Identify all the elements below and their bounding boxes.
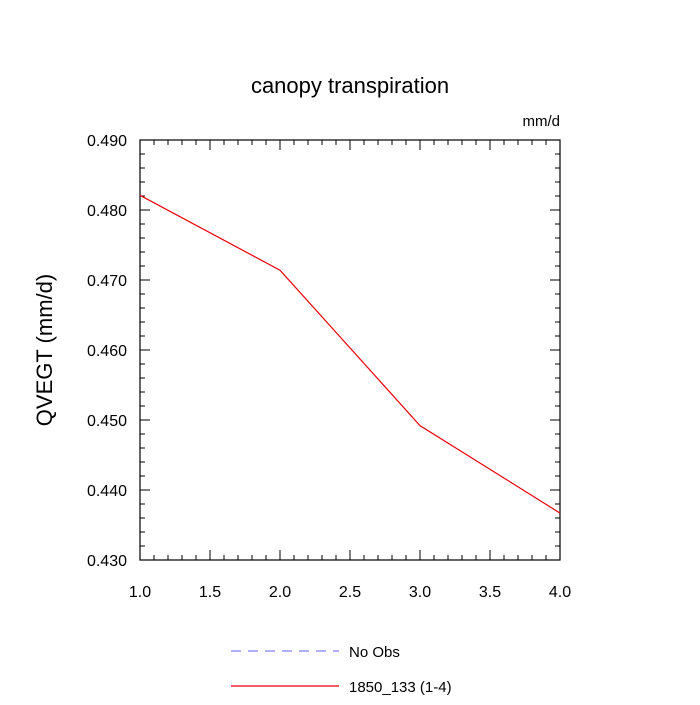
series-line-0 xyxy=(139,194,561,514)
legend-label: No Obs xyxy=(349,644,400,661)
series-layer xyxy=(139,194,561,514)
y-tick-label: 0.440 xyxy=(87,483,127,500)
axis-ticks: 1.0 1.5 2.0 2.5 3.0 3.5 4.0 0.430 0.440 0.450 0.46… xyxy=(87,133,571,601)
y-axis-label: QVEGT (mm/d) xyxy=(32,274,57,426)
x-tick-label: 3.0 xyxy=(409,584,431,601)
chart-title: canopy transpiration xyxy=(251,73,449,98)
x-tick-label: 1.0 xyxy=(129,584,151,601)
legend-label: 1850_133 (1-4) xyxy=(349,679,452,696)
plot-frame xyxy=(139,139,561,561)
legend: No Obs 1850_133 (1-4) xyxy=(231,644,452,696)
units-label: mm/d xyxy=(523,113,561,130)
y-tick-label: 0.460 xyxy=(87,343,127,360)
x-tick-label: 1.5 xyxy=(199,584,221,601)
x-tick-label: 4.0 xyxy=(549,584,571,601)
y-tick-label: 0.490 xyxy=(87,133,127,150)
y-tick-label: 0.450 xyxy=(87,413,127,430)
y-tick-label: 0.480 xyxy=(87,203,127,220)
x-tick-label: 2.5 xyxy=(339,584,361,601)
y-tick-label: 0.430 xyxy=(87,553,127,570)
y-tick-label: 0.470 xyxy=(87,273,127,290)
x-tick-label: 3.5 xyxy=(479,584,501,601)
x-tick-label: 2.0 xyxy=(269,584,291,601)
